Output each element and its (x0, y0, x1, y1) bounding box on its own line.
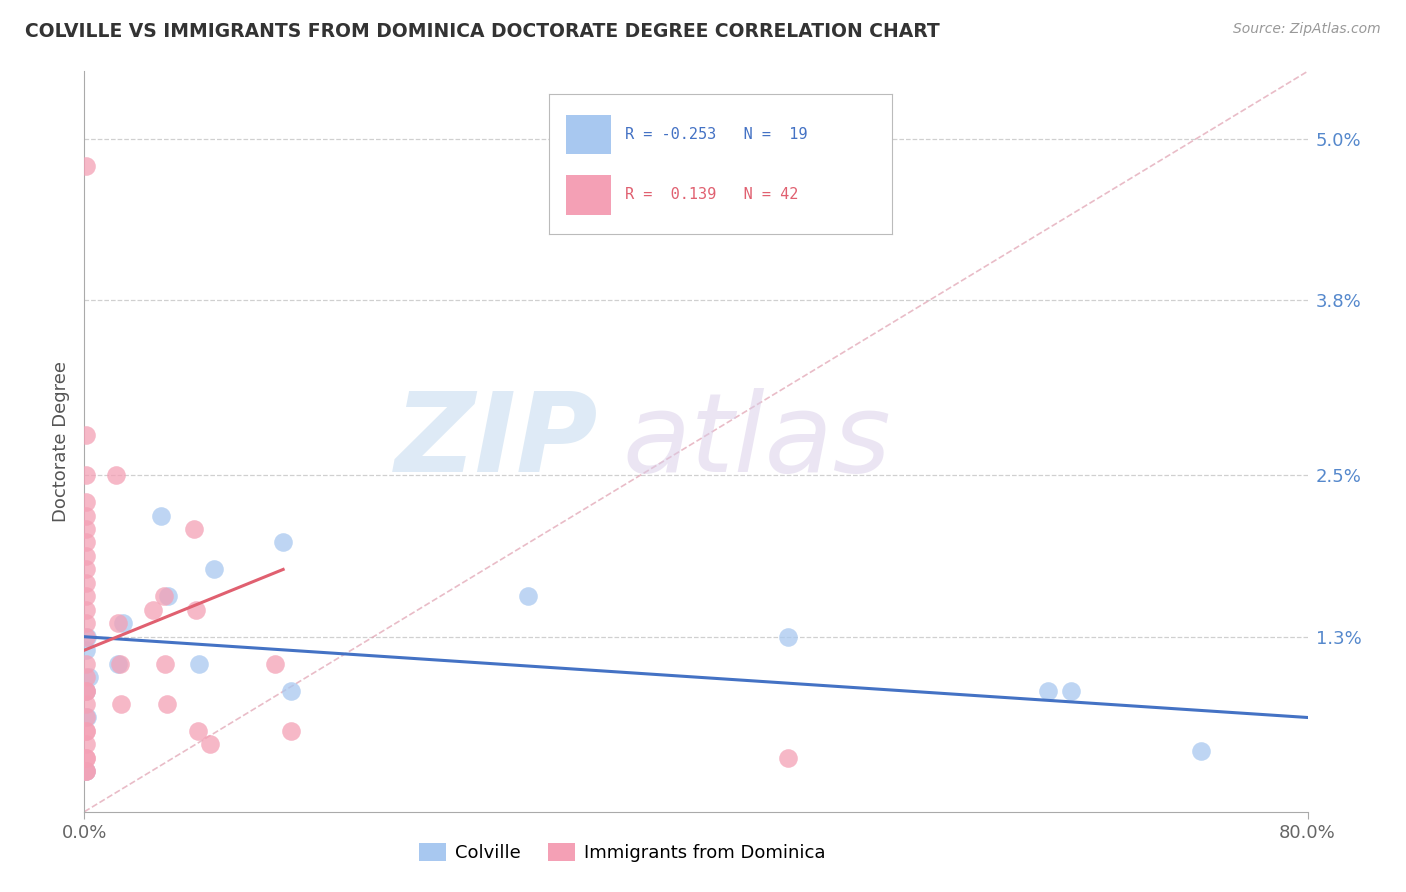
Point (75, 764, 97, 779)
Point (75, 683, 97, 698)
Point (1036, 683, 1059, 698)
Point (75, 575, 97, 590)
Point (142, 603, 165, 617)
Point (75, 643, 97, 657)
Point (107, 657, 129, 671)
Text: ZIP: ZIP (395, 388, 598, 495)
Point (776, 630, 799, 644)
Point (75, 738, 97, 752)
Point (264, 657, 287, 671)
Point (271, 535, 294, 549)
Point (111, 616, 134, 631)
Point (75, 751, 97, 765)
Point (105, 468, 128, 483)
Point (75, 549, 97, 563)
Y-axis label: Doctorate Degree: Doctorate Degree (52, 361, 70, 522)
Point (155, 657, 177, 671)
Point (188, 657, 211, 671)
Point (202, 562, 225, 576)
Point (75, 764, 97, 779)
Point (75, 535, 97, 549)
Point (77, 670, 100, 684)
Point (76, 710, 98, 724)
Point (75, 751, 97, 765)
Point (75, 603, 97, 617)
Point (75, 683, 97, 698)
Point (75, 495, 97, 509)
Point (75, 670, 97, 684)
Point (110, 697, 132, 711)
Point (1059, 683, 1081, 698)
Point (75, 764, 97, 779)
Text: COLVILLE VS IMMIGRANTS FROM DOMINICA DOCTORATE DEGREE CORRELATION CHART: COLVILLE VS IMMIGRANTS FROM DOMINICA DOC… (25, 22, 941, 41)
Point (75, 710, 97, 724)
Point (75, 657, 97, 671)
Point (75, 159, 97, 173)
Point (280, 683, 302, 698)
Point (156, 697, 179, 711)
Point (516, 590, 538, 604)
Point (75, 630, 97, 644)
Point (157, 590, 180, 604)
Point (108, 657, 131, 671)
Text: Source: ZipAtlas.com: Source: ZipAtlas.com (1233, 22, 1381, 37)
Point (75, 697, 97, 711)
Text: atlas: atlas (623, 388, 891, 495)
Point (776, 751, 799, 765)
Point (75, 723, 97, 738)
Point (184, 603, 207, 617)
Point (75, 683, 97, 698)
Point (75, 522, 97, 536)
Point (1189, 744, 1212, 758)
Point (75, 468, 97, 483)
Point (183, 522, 205, 536)
Point (280, 723, 302, 738)
Point (76, 630, 98, 644)
Point (75, 562, 97, 576)
Point (107, 616, 129, 631)
Point (198, 738, 221, 752)
Legend: Colville, Immigrants from Dominica: Colville, Immigrants from Dominica (412, 836, 834, 870)
Point (75, 590, 97, 604)
Point (186, 723, 208, 738)
Point (75, 508, 97, 523)
Point (149, 508, 172, 523)
Point (153, 590, 176, 604)
Point (75, 616, 97, 631)
Point (75, 723, 97, 738)
Point (75, 427, 97, 442)
